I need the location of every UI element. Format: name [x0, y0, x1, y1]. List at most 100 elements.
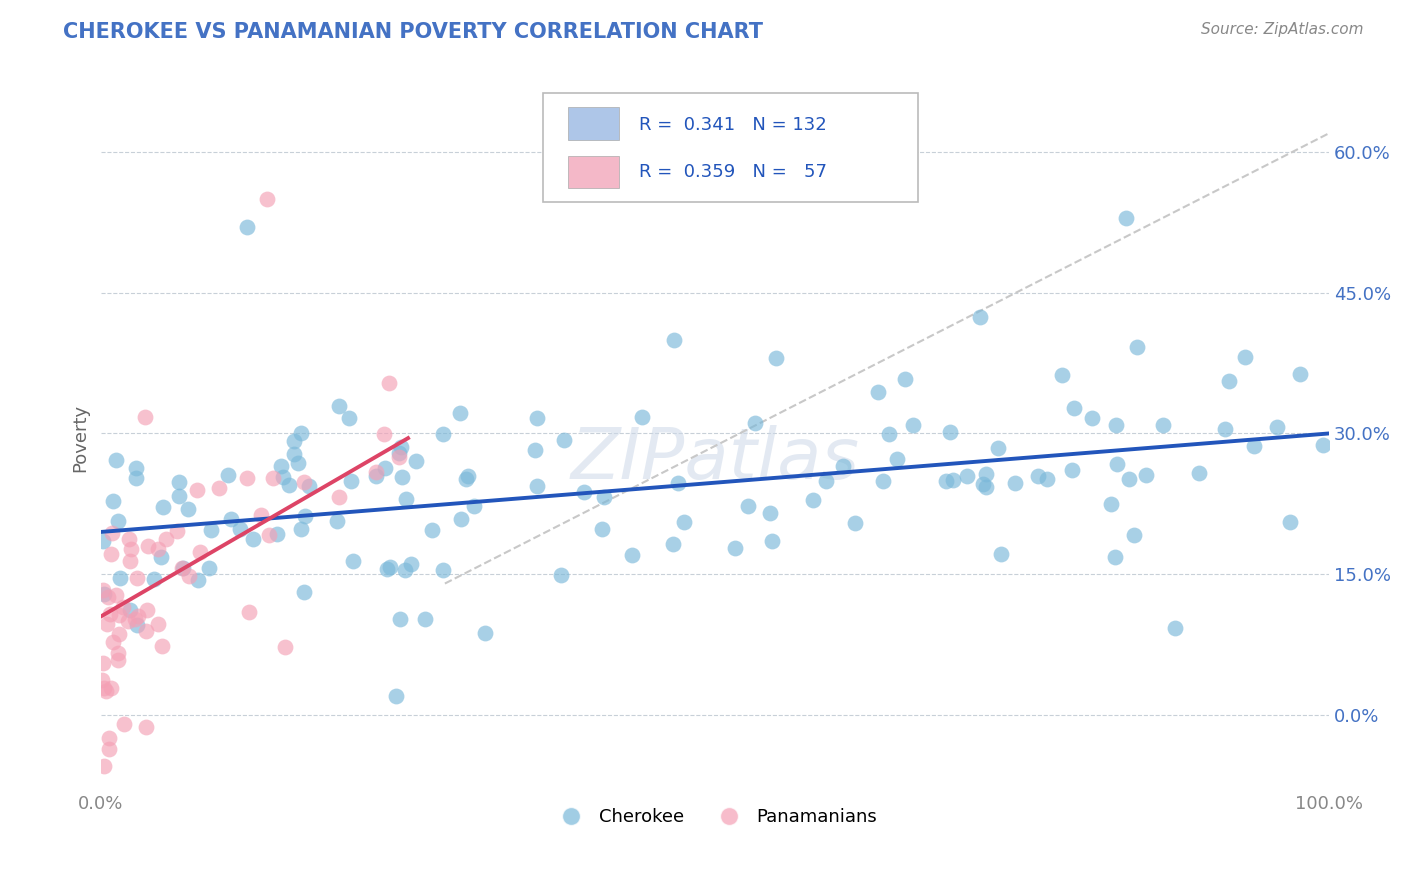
Point	[463, 499, 485, 513]
Point	[1243, 439, 1265, 453]
Point	[135, 624, 157, 638]
Point	[136, 539, 159, 553]
Y-axis label: Poverty: Poverty	[72, 404, 89, 472]
Point	[385, 689, 408, 703]
Text: R =  0.341   N = 132: R = 0.341 N = 132	[638, 116, 827, 134]
Point	[401, 557, 423, 571]
Point	[761, 533, 783, 548]
Point	[238, 605, 260, 619]
Point	[118, 554, 141, 568]
Point	[457, 469, 479, 483]
Point	[662, 333, 685, 347]
Point	[110, 571, 132, 585]
Point	[474, 625, 496, 640]
Point	[395, 492, 418, 507]
Point	[328, 490, 350, 504]
Text: ZIPatlas: ZIPatlas	[571, 425, 859, 494]
Point	[1135, 468, 1157, 483]
Point	[373, 427, 395, 442]
Point	[167, 475, 190, 490]
Point	[987, 441, 1010, 455]
Text: Source: ZipAtlas.com: Source: ZipAtlas.com	[1201, 22, 1364, 37]
Point	[974, 480, 997, 494]
Point	[134, 409, 156, 424]
Point	[886, 452, 908, 467]
Point	[112, 717, 135, 731]
Point	[96, 616, 118, 631]
Point	[294, 508, 316, 523]
Point	[127, 609, 149, 624]
Point	[328, 399, 350, 413]
Point	[938, 425, 960, 440]
Point	[98, 742, 121, 756]
Point	[1289, 367, 1312, 381]
Point	[167, 489, 190, 503]
Text: R =  0.359   N =   57: R = 0.359 N = 57	[638, 163, 827, 181]
Point	[298, 479, 321, 493]
FancyBboxPatch shape	[568, 156, 619, 188]
Point	[394, 563, 416, 577]
Point	[374, 460, 396, 475]
Point	[389, 612, 412, 626]
Point	[176, 501, 198, 516]
Point	[100, 681, 122, 696]
Point	[1004, 475, 1026, 490]
Point	[257, 528, 280, 542]
Point	[942, 473, 965, 487]
Point	[1081, 411, 1104, 425]
Point	[737, 499, 759, 513]
Point	[136, 603, 159, 617]
Point	[287, 457, 309, 471]
Point	[118, 533, 141, 547]
Point	[1279, 515, 1302, 529]
Point	[378, 560, 401, 574]
Point	[94, 683, 117, 698]
Point	[208, 481, 231, 495]
Point	[389, 440, 412, 454]
Point	[294, 584, 316, 599]
Point	[125, 471, 148, 485]
Point	[744, 417, 766, 431]
Point	[150, 639, 173, 653]
Point	[146, 541, 169, 556]
Point	[342, 553, 364, 567]
Point	[1035, 472, 1057, 486]
Point	[283, 448, 305, 462]
Point	[101, 525, 124, 540]
Point	[1115, 211, 1137, 225]
Point	[844, 516, 866, 531]
Point	[758, 507, 780, 521]
Point	[1104, 549, 1126, 564]
Point	[666, 476, 689, 491]
Point	[1063, 401, 1085, 415]
Point	[124, 612, 146, 626]
Point	[935, 474, 957, 488]
Point	[172, 561, 194, 575]
Point	[1105, 418, 1128, 433]
Point	[98, 731, 121, 745]
Point	[152, 500, 174, 514]
Point	[364, 465, 387, 479]
Text: CHEROKEE VS PANAMANIAN POVERTY CORRELATION CHART: CHEROKEE VS PANAMANIAN POVERTY CORRELATI…	[63, 22, 763, 42]
Point	[972, 476, 994, 491]
Point	[107, 514, 129, 528]
Point	[969, 310, 991, 324]
Point	[432, 563, 454, 577]
Point	[1122, 528, 1144, 542]
Point	[155, 532, 177, 546]
Point	[120, 541, 142, 556]
Point	[1050, 368, 1073, 382]
Point	[117, 614, 139, 628]
Point	[97, 590, 120, 604]
Point	[765, 351, 787, 366]
Point	[550, 568, 572, 582]
Point	[98, 607, 121, 622]
Point	[150, 549, 173, 564]
Point	[219, 512, 242, 526]
Point	[1218, 374, 1240, 388]
Point	[200, 523, 222, 537]
Point	[294, 475, 316, 489]
Point	[415, 612, 437, 626]
Point	[526, 411, 548, 425]
Point	[271, 469, 294, 483]
